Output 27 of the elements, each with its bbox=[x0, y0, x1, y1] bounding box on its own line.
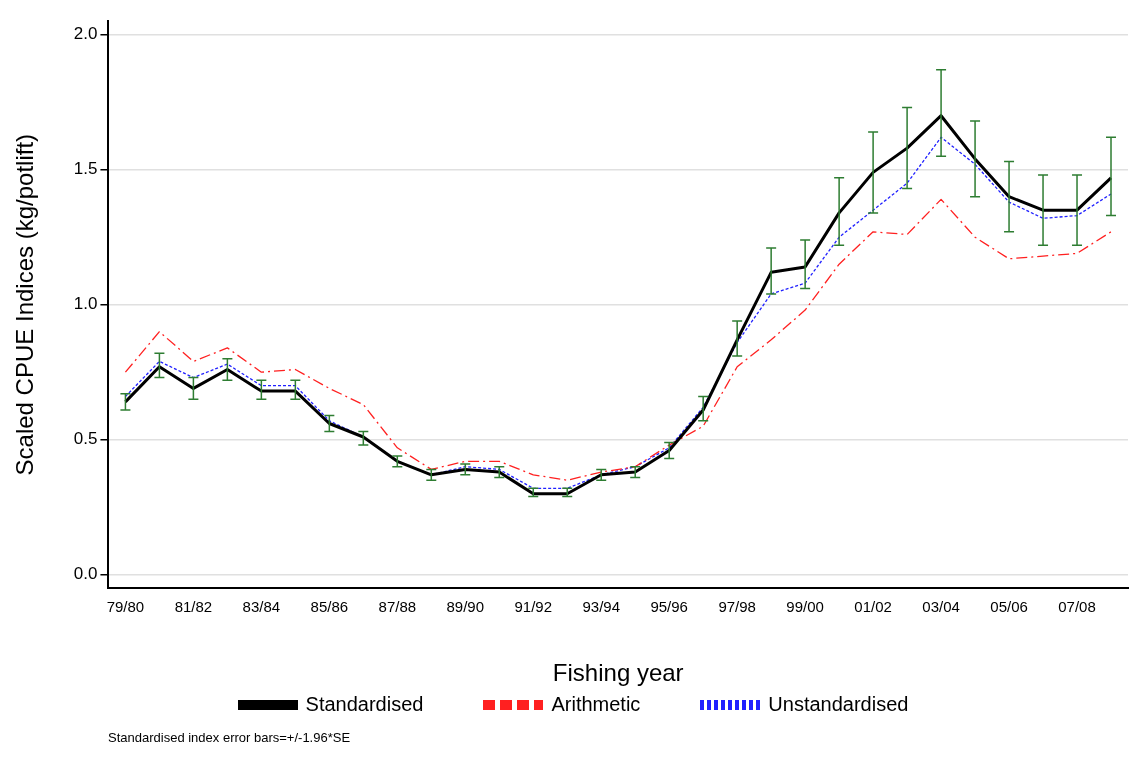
legend-label: Arithmetic bbox=[551, 693, 641, 716]
x-tick-label: 87/88 bbox=[378, 598, 417, 616]
legend-label: Standardised bbox=[305, 693, 424, 716]
x-tick-label: 79/80 bbox=[106, 598, 145, 616]
y-tick-label: 1.0 bbox=[73, 294, 98, 314]
text: Standardised index error bars=+/-1.96*SE bbox=[108, 730, 352, 745]
x-tick-label: 01/02 bbox=[854, 598, 892, 616]
y-tick-label: 2.0 bbox=[73, 24, 98, 44]
y-tick-label: 1.5 bbox=[73, 159, 98, 179]
x-tick-label: 07/08 bbox=[1058, 598, 1096, 616]
x-tick-label: 03/04 bbox=[922, 598, 960, 616]
x-tick-label: 83/84 bbox=[242, 598, 281, 616]
x-tick-label: 05/06 bbox=[990, 598, 1028, 616]
line-series bbox=[124, 198, 1112, 481]
x-tick-label: 91/92 bbox=[514, 598, 553, 616]
x-axis-title: Fishing year bbox=[552, 659, 684, 687]
x-tick-label: 89/90 bbox=[446, 598, 485, 616]
y-tick-label: 0.5 bbox=[73, 429, 98, 449]
x-tick-label: 99/00 bbox=[786, 598, 824, 616]
x-tick-label: 81/82 bbox=[174, 598, 213, 616]
y-axis-title: Scaled CPUE Indices (kg/potlift) bbox=[11, 133, 39, 476]
x-tick-label: 85/86 bbox=[310, 598, 349, 616]
x-tick-label: 95/96 bbox=[650, 598, 688, 616]
y-tick-label: 0.0 bbox=[73, 564, 98, 584]
x-tick-label: 93/94 bbox=[582, 598, 620, 616]
legend-label: Unstandardised bbox=[768, 693, 909, 716]
x-tick-label: 97/98 bbox=[718, 598, 756, 616]
